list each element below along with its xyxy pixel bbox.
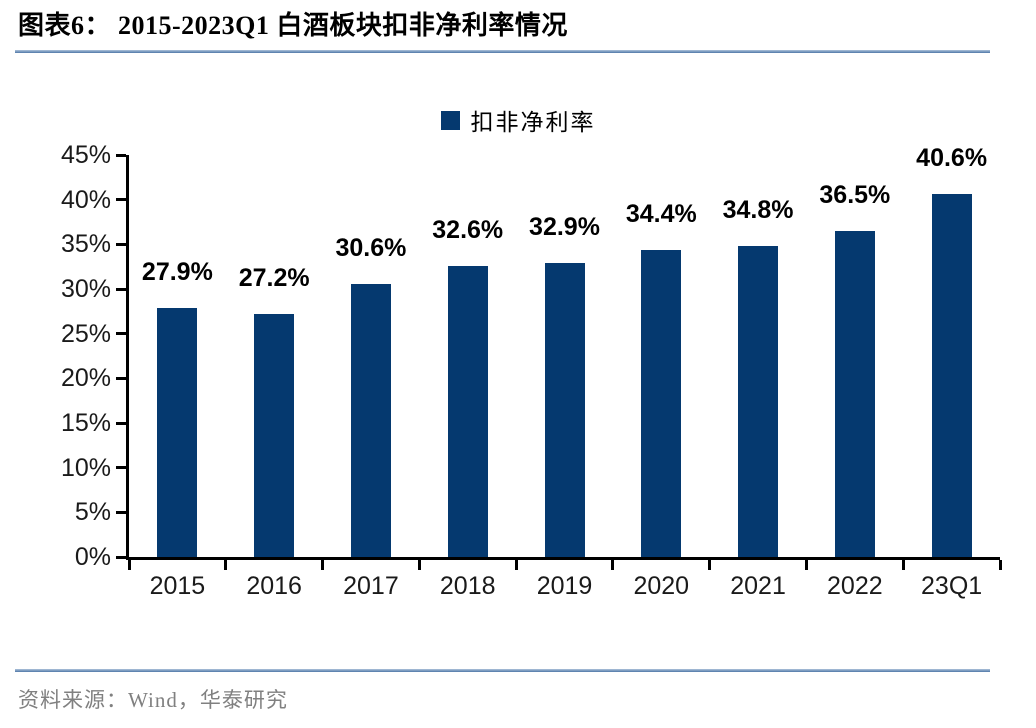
bar-value-label: 32.6% xyxy=(432,215,504,244)
plot-area: 0% 5% 10% 15% 20% 25% 30% 35% 40% 45% 27.9% 2015 27.… xyxy=(61,142,1002,600)
x-axis-tick xyxy=(901,560,905,570)
x-axis-category-label: 2022 xyxy=(827,572,883,600)
x-axis-tick xyxy=(417,560,421,570)
y-axis-tick-label: 5% xyxy=(74,498,111,527)
source-text: 资料来源：Wind，华泰研究 xyxy=(18,688,288,712)
bar-value-label: 34.4% xyxy=(625,199,697,228)
y-axis-tick xyxy=(116,332,126,336)
y-axis-tick-label: 25% xyxy=(60,319,111,348)
y-axis-tick-label: 40% xyxy=(60,185,111,214)
x-axis-tick xyxy=(127,560,131,570)
x-axis-category-label: 2016 xyxy=(246,572,302,600)
x-axis-category-label: 2021 xyxy=(730,572,786,600)
chart-legend: 扣非净利率 xyxy=(0,103,1036,137)
y-axis-tick xyxy=(116,287,126,291)
bar-value-label: 30.6% xyxy=(335,233,407,262)
bar-value-label: 27.9% xyxy=(141,257,213,286)
y-axis-tick xyxy=(116,555,126,559)
x-axis-category-label: 2018 xyxy=(439,572,496,600)
bar xyxy=(738,246,779,557)
y-axis-tick-label: 20% xyxy=(60,364,111,393)
bar xyxy=(157,307,198,557)
bar xyxy=(447,265,488,557)
y-axis-tick xyxy=(116,242,126,246)
x-axis-tick xyxy=(224,560,228,570)
x-axis-category-label: 2017 xyxy=(343,572,399,600)
bar-value-label: 27.2% xyxy=(238,264,310,293)
x-axis-tick xyxy=(514,560,518,570)
x-axis-tick xyxy=(611,560,615,570)
source-divider xyxy=(15,669,990,672)
bar-value-label: 40.6% xyxy=(916,144,988,173)
x-axis-category-label: 2019 xyxy=(536,572,593,600)
x-axis-category-label: 23Q1 xyxy=(921,572,983,600)
legend-label: 扣非净利率 xyxy=(470,110,596,135)
bar-value-label: 32.9% xyxy=(529,213,600,242)
x-axis-category-label: 2020 xyxy=(633,572,690,600)
bar-value-label: 34.8% xyxy=(722,196,794,225)
y-axis-tick xyxy=(116,466,126,470)
y-axis-tick xyxy=(116,198,126,202)
x-axis-tick xyxy=(321,560,325,570)
y-axis-tick-label: 0% xyxy=(74,543,111,571)
bar xyxy=(544,263,585,557)
y-axis-tick xyxy=(116,376,126,380)
bar xyxy=(834,230,875,557)
bar xyxy=(350,283,391,557)
bar xyxy=(641,249,682,557)
y-axis-tick xyxy=(116,510,126,514)
bar xyxy=(254,314,295,557)
bar-value-label: 36.5% xyxy=(819,180,891,209)
y-axis-tick-label: 15% xyxy=(60,409,111,437)
x-axis-tick xyxy=(804,560,808,570)
y-axis-tick-label: 35% xyxy=(60,230,111,259)
x-axis-category-label: 2015 xyxy=(149,572,206,600)
y-axis-tick xyxy=(116,421,126,425)
y-axis-tick-label: 30% xyxy=(60,275,111,303)
x-axis-tick xyxy=(998,560,1002,570)
legend-swatch-icon xyxy=(440,110,460,130)
title-divider xyxy=(15,50,990,53)
x-axis-tick xyxy=(708,560,712,570)
figure-title: 图表6： 2015-2023Q1 白酒板块扣非净利率情况 xyxy=(18,11,568,40)
bar xyxy=(931,194,972,557)
y-axis-tick xyxy=(116,153,126,157)
y-axis-tick-label: 45% xyxy=(60,141,111,169)
y-axis-tick-label: 10% xyxy=(60,453,111,482)
